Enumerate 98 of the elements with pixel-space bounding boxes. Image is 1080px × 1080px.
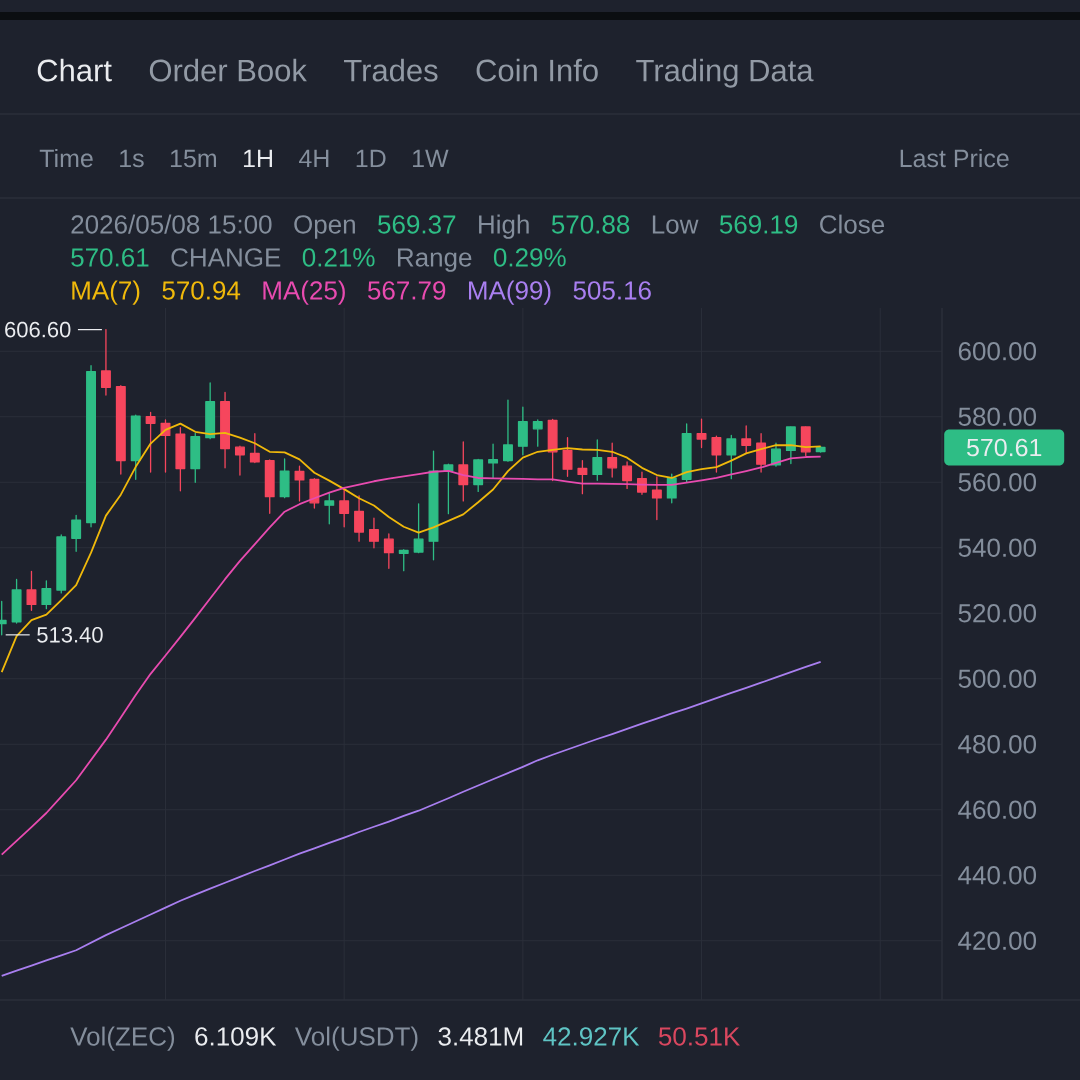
text: MA(7) <box>72 280 140 305</box>
y-tick-label: 440.00 <box>958 866 1037 885</box>
text: Vol(ZEC) <box>70 1026 175 1051</box>
y-tick-label: 480.00 <box>958 735 1037 754</box>
text: Vol(USDT) <box>294 1026 418 1051</box>
candlestick <box>190 432 201 483</box>
candlestick <box>711 435 722 473</box>
candlestick <box>815 445 826 453</box>
text: 569.19 <box>719 215 798 234</box>
text: 4H <box>299 149 329 168</box>
y-tick-label: 500.00 <box>958 669 1037 688</box>
text: Range <box>398 248 472 272</box>
text: MA(25) <box>263 280 345 305</box>
candlestick <box>41 580 52 610</box>
text: 0.29% <box>493 248 566 267</box>
candlestick <box>324 493 335 525</box>
text: 567.79 <box>367 281 446 300</box>
candlestick <box>592 439 603 481</box>
candlestick <box>473 458 484 493</box>
candlestick <box>785 425 796 465</box>
text: CHANGE <box>171 248 281 267</box>
candlestick <box>622 461 633 490</box>
text: High <box>479 214 529 239</box>
text: 570.94 <box>162 281 241 300</box>
candlestick <box>741 425 752 455</box>
candlestick <box>383 533 394 570</box>
candlestick <box>71 514 82 552</box>
candlestick <box>681 423 692 483</box>
candlestick <box>339 488 350 528</box>
candlestick <box>696 418 707 449</box>
y-tick-label: 420.00 <box>958 931 1037 950</box>
text: 42.927K <box>543 1027 640 1046</box>
y-tick-label: 580.00 <box>958 407 1037 426</box>
text: 505.16 <box>573 281 651 300</box>
text: 15m <box>170 149 217 168</box>
text: 1H <box>243 149 272 168</box>
y-tick-label: 540.00 <box>958 538 1037 557</box>
text: 3.481M <box>438 1027 523 1046</box>
candlestick <box>130 414 141 480</box>
candlestick <box>205 382 216 440</box>
text: 6.109K <box>195 1027 277 1046</box>
text: 1W <box>413 149 449 168</box>
text: Trades <box>344 58 438 82</box>
text: Low <box>652 215 699 234</box>
text: Trading Data <box>636 58 814 88</box>
candlestick <box>458 441 469 502</box>
candlestick <box>398 549 409 572</box>
y-tick-label: 560.00 <box>958 473 1037 492</box>
text: Close <box>820 214 885 234</box>
candlestick <box>309 477 320 509</box>
text: 1D <box>356 149 386 168</box>
text: Order Book <box>149 58 307 82</box>
candlestick <box>56 534 67 594</box>
candlestick <box>502 399 513 462</box>
candlestick <box>86 365 97 528</box>
text: 570.61 <box>966 438 1042 457</box>
candlestick <box>100 328 111 396</box>
text: 570.61 <box>71 248 149 267</box>
candlestick <box>175 426 186 492</box>
text: Coin Info <box>476 58 598 82</box>
candlestick <box>279 458 290 499</box>
candlestick <box>488 443 499 479</box>
text: 0.21% <box>302 248 375 267</box>
annotation: 606.60 <box>5 321 71 338</box>
y-tick-label: 600.00 <box>958 342 1037 361</box>
candlestick <box>11 578 22 624</box>
candlestick <box>234 445 245 476</box>
text: Chart <box>37 58 112 82</box>
annotation: 513.40 <box>37 627 103 643</box>
text: Time <box>39 148 93 168</box>
candlestick <box>637 471 647 496</box>
text: 1s <box>120 149 144 168</box>
candlestick <box>264 459 275 514</box>
candlestick <box>354 495 365 542</box>
candlestick <box>726 434 737 480</box>
candlestick <box>547 418 558 482</box>
candlestick <box>517 406 528 456</box>
text: MA(99) <box>469 280 551 305</box>
candlestick <box>607 442 618 478</box>
candlestick <box>532 419 543 447</box>
text: 569.37 <box>378 215 456 234</box>
candlestick <box>115 384 126 475</box>
text: 570.88 <box>551 215 630 234</box>
line-series <box>0 422 822 674</box>
text: 2026/05/08 15:00 <box>71 214 272 234</box>
text: Last Price <box>900 148 1009 168</box>
y-tick-label: 460.00 <box>958 800 1037 819</box>
candlestick <box>413 503 424 554</box>
text: 50.51K <box>658 1027 740 1046</box>
candlestick <box>368 517 379 549</box>
candlestick <box>651 476 662 521</box>
candlestick <box>249 433 260 464</box>
candlestick <box>577 459 588 495</box>
text: Open <box>294 215 355 239</box>
candlestick <box>220 391 231 469</box>
y-tick-label: 520.00 <box>958 604 1037 623</box>
candlestick <box>800 425 811 457</box>
candlestick <box>26 570 37 611</box>
